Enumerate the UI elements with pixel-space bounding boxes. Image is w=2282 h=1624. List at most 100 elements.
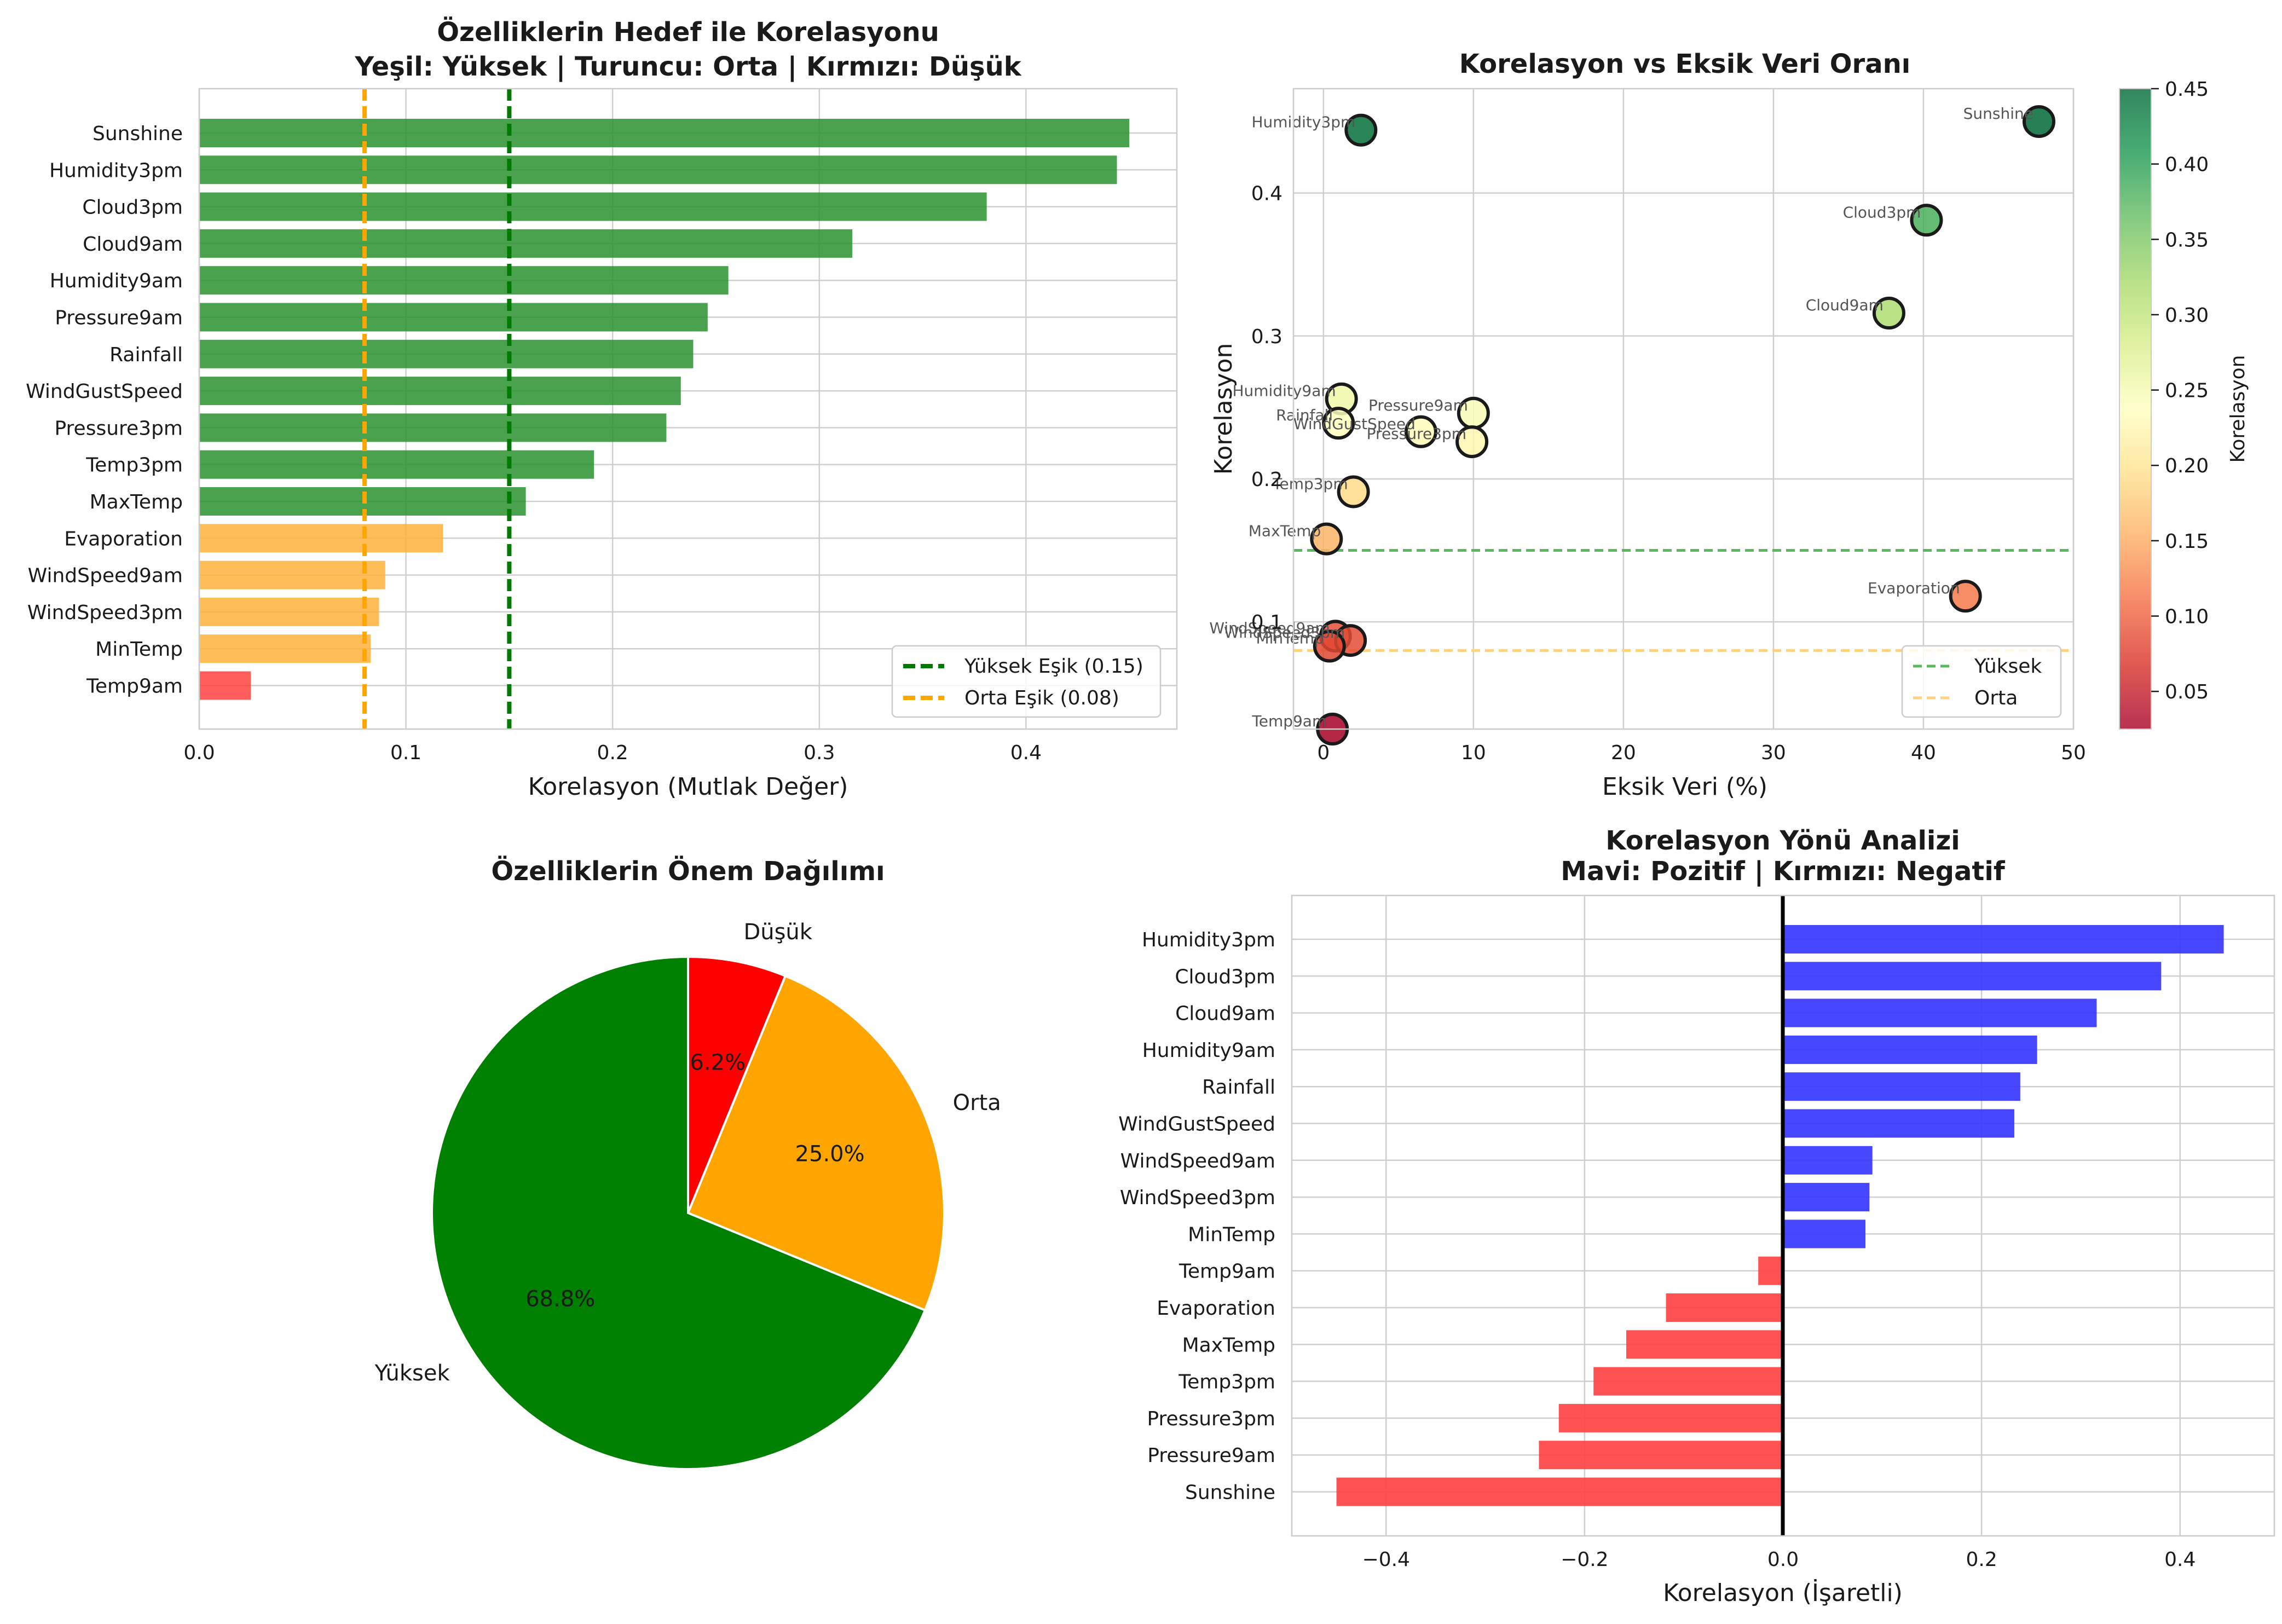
chart4-y-tick-label: Humidity9am (1142, 1039, 1275, 1062)
chart2-x-tick-label: 30 (1761, 742, 1786, 764)
chart4-bar (1783, 1035, 2037, 1064)
chart3-slice-percent: 6.2% (690, 1050, 746, 1076)
chart4-y-tick-label: Rainfall (1202, 1076, 1275, 1099)
chart3-slice (431, 955, 927, 1470)
chart4-bar (1783, 1109, 2014, 1138)
chart4-y-tick-label: Temp9am (1178, 1261, 1275, 1283)
chart3-slice-percent: 25.0% (795, 1142, 865, 1167)
chart-pie-importance: Özelliklerin Önem Dağılımı 6.2% Düşük 25.0… (374, 856, 1001, 1470)
chart2-point-label: WindSpeed9am (1209, 619, 1330, 637)
chart4-x-tick-label: 0.0 (1767, 1548, 1799, 1571)
chart1-y-tick-label: WindSpeed9am (28, 565, 183, 587)
chart2-x-axis-label: Eksik Veri (%) (1602, 773, 1767, 801)
chart2-x-tick-label: 10 (1461, 742, 1486, 764)
chart4-x-tick-label: 0.4 (2164, 1548, 2196, 1571)
chart-abs-correlation: Özelliklerin Hedef ile Korelasyonu Yeşil… (26, 16, 1178, 801)
chart1-y-tick-label: Temp3pm (85, 454, 183, 477)
chart4-bar (1626, 1330, 1783, 1359)
chart2-point (1910, 204, 1943, 237)
chart1-bar (199, 634, 371, 663)
chart2-legend-label-medium: Orta (1974, 687, 2018, 709)
chart3-slice-label: Yüksek (374, 1361, 450, 1386)
chart2-grid (1293, 89, 2075, 729)
chart2-point (1455, 425, 1489, 459)
chart2-points: Sunshine Humidity3pm Cloud3pm Cloud9am Humid… (1209, 105, 2055, 745)
chart1-legend-label-high: Yüksek Eşik (0.15) (964, 655, 1143, 678)
chart2-point-label: MaxTemp (1249, 522, 1321, 540)
colorbar-ticks: 0.05 0.10 0.15 0.20 0.25 0.30 0.35 0.40 0.45 (2151, 78, 2209, 703)
chart1-bar (199, 413, 667, 442)
chart4-x-tick-label: 0.2 (1966, 1548, 1997, 1571)
chart4-bar (1539, 1441, 1783, 1470)
chart1-y-tick-label: Pressure9am (55, 307, 183, 330)
chart1-y-tick-label: MinTemp (95, 638, 183, 661)
chart1-x-tick-label: 0.4 (1010, 742, 1042, 764)
chart1-y-tick-label: Temp9am (86, 675, 183, 698)
chart1-bar (199, 229, 853, 258)
chart4-bar (1758, 1256, 1783, 1285)
chart2-x-tick-label: 50 (2061, 742, 2086, 764)
chart1-x-tick-label: 0.2 (597, 742, 628, 764)
chart3-slice (686, 974, 945, 1312)
chart1-y-tick-label: Humidity9am (50, 270, 183, 292)
chart1-bar (199, 303, 708, 332)
chart1-bar (199, 450, 594, 479)
chart1-x-tick-label: 0.0 (183, 742, 215, 764)
chart1-y-tick-label: Pressure3pm (54, 417, 183, 440)
chart1-bar (199, 671, 251, 700)
chart2-point (1310, 522, 1343, 556)
chart4-y-tick-label: Pressure3pm (1147, 1408, 1275, 1430)
chart1-y-tick-label: Cloud9am (83, 233, 183, 256)
chart1-bar (199, 377, 681, 406)
chart1-legend: Yüksek Eşik (0.15) Orta Eşik (0.08) (891, 645, 1162, 718)
chart1-bar (199, 560, 385, 590)
chart4-bar (1783, 1220, 1865, 1249)
chart2-point (1344, 113, 1378, 147)
chart4-y-tick-label: WindSpeed9am (1120, 1150, 1275, 1172)
chart2-point (1337, 475, 1370, 508)
chart1-plot-frame (198, 88, 1178, 730)
chart1-y-tick-label: Evaporation (64, 528, 183, 550)
chart2-y-tick-label: 0.1 (1251, 611, 1282, 634)
chart2-point (1949, 580, 1982, 613)
chart1-bars (199, 119, 1130, 700)
chart2-legend-label-high: Yüksek (1974, 655, 2042, 678)
chart1-bar (199, 524, 443, 553)
chart1-x-tick-label: 0.3 (804, 742, 835, 764)
chart4-bar (1783, 925, 2224, 953)
chart4-bar (1666, 1293, 1783, 1322)
chart2-point (1313, 629, 1346, 663)
chart4-bar (1558, 1403, 1783, 1432)
colorbar-tick-label: 0.25 (2165, 380, 2209, 402)
chart2-x-tick-label: 20 (1611, 742, 1636, 764)
chart2-point (1404, 415, 1437, 448)
chart3-slice-label: Düşük (743, 920, 812, 945)
chart2-plot-frame (1292, 88, 2075, 730)
colorbar-label: Korelasyon (2227, 355, 2249, 463)
chart1-y-tick-label: WindSpeed3pm (27, 602, 183, 624)
chart1-x-axis-label: Korelasyon (Mutlak Değer) (528, 773, 848, 801)
chart3-slices: 6.2% Düşük 25.0% Orta 68.8% Yüksek (374, 920, 1001, 1470)
chart4-bar (1783, 962, 2162, 991)
chart2-point-label: Humidity3pm (1251, 113, 1355, 131)
chart2-point-label: Humidity9am (1232, 382, 1336, 400)
chart1-threshold-lines (362, 89, 512, 729)
chart4-bar (1783, 998, 2097, 1027)
chart1-x-tick-labels: 0.0 0.1 0.2 0.3 0.4 (183, 742, 1042, 764)
chart4-y-tick-label: Evaporation (1157, 1297, 1275, 1320)
chart1-y-tick-label: Rainfall (109, 344, 183, 366)
colorbar-tick-label: 0.10 (2165, 606, 2209, 628)
chart4-y-tick-label: Cloud3pm (1175, 966, 1275, 988)
chart1-y-tick-labels: Sunshine Humidity3pm Cloud3pm Cloud9am Humid… (26, 123, 183, 698)
chart1-y-tick-label: Humidity3pm (49, 159, 183, 182)
colorbar-tick-label: 0.35 (2165, 229, 2209, 251)
chart3-title: Özelliklerin Önem Dağılımı (491, 856, 885, 887)
chart2-legend: Yüksek Orta (1901, 645, 2062, 718)
chart4-bars (1336, 925, 2224, 1506)
chart1-y-tick-label: Cloud3pm (82, 197, 183, 219)
chart4-x-axis-label: Korelasyon (İşaretli) (1663, 1579, 1903, 1607)
chart2-point (1322, 407, 1355, 440)
chart2-point (1872, 297, 1905, 330)
chart3-slice (687, 955, 787, 1213)
chart2-title: Korelasyon vs Eksik Veri Oranı (1459, 49, 1910, 79)
